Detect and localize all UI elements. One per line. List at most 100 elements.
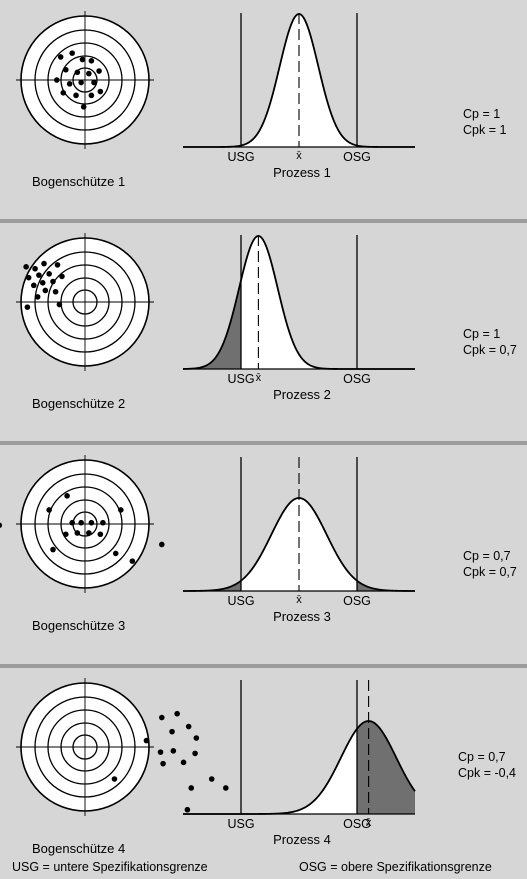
hit-dot (80, 104, 87, 110)
osg-legend: OSG = obere Spezifikationsgrenze (299, 860, 492, 874)
hit-dot (185, 723, 192, 730)
hit-dot (64, 493, 70, 499)
hit-dot (34, 294, 41, 300)
process-chart: USG OSG x̄ (182, 457, 416, 608)
hit-dot (180, 759, 187, 766)
target (0, 455, 165, 593)
hit-dot (54, 77, 60, 83)
hit-dot (97, 88, 104, 95)
hit-dot (74, 530, 81, 536)
osg-label: OSG (343, 372, 371, 386)
hit-dot (96, 68, 102, 74)
hit-dot (174, 710, 180, 717)
mean-label: x̄ (256, 372, 262, 384)
cpk-value: Cpk = 1 (463, 123, 506, 137)
hit-dot (0, 522, 3, 528)
usg-label: USG (227, 817, 254, 831)
target (16, 233, 154, 371)
hit-dot (184, 806, 191, 813)
process-chart: USG OSG x̄ (182, 235, 415, 386)
hit-dot (143, 737, 150, 744)
hit-dot (46, 271, 52, 277)
hit-dot (57, 54, 64, 60)
archer-label: Bogenschütze 4 (32, 841, 125, 856)
out-of-spec-area (183, 280, 241, 369)
hit-dot (74, 69, 81, 76)
process-label: Prozess 4 (273, 832, 331, 847)
hit-dot (32, 265, 38, 272)
hit-dot (56, 301, 63, 308)
panel-divider (0, 664, 527, 668)
hit-dot (63, 66, 69, 73)
panel-2: Bogenschütze 2 USG OSG x̄ Prozess 2 Cp = 1 Cpk… (16, 233, 517, 411)
cp-value: Cp = 0,7 (463, 549, 511, 563)
hit-dot (60, 90, 67, 96)
panel-divider (0, 219, 527, 223)
hit-dot (23, 264, 29, 270)
hit-dot (66, 81, 73, 87)
cpk-value: Cpk = -0,4 (458, 766, 516, 780)
hit-dot (52, 288, 59, 295)
hit-dot (63, 531, 69, 538)
hit-dot (157, 749, 164, 755)
hit-dot (79, 56, 86, 63)
hit-dot (223, 785, 229, 791)
hit-dot (31, 282, 37, 289)
target (16, 678, 229, 816)
archer-label: Bogenschütze 3 (32, 618, 125, 633)
hit-dot (192, 750, 198, 757)
mean-label: x̄ (296, 150, 302, 162)
mean-label: x̄ (296, 594, 302, 606)
hit-dot (25, 274, 32, 281)
target (16, 11, 154, 149)
hit-dot (69, 519, 75, 526)
hit-dot (73, 92, 79, 99)
hit-dot (159, 714, 165, 721)
usg-label: USG (227, 150, 254, 164)
hit-dot (193, 735, 200, 741)
hit-dot (69, 50, 75, 56)
distribution-curve (182, 235, 415, 370)
hit-dot (59, 273, 65, 280)
hit-dot (78, 79, 84, 86)
hit-dot (118, 507, 124, 513)
hit-dot (50, 546, 56, 553)
hit-dot (169, 728, 175, 735)
panel-3: Bogenschütze 3 USG OSG x̄ Prozess 3 Cp = 0,7 C… (0, 455, 517, 633)
hit-dot (36, 272, 42, 278)
out-of-spec-area (357, 720, 415, 814)
panel-divider (0, 441, 527, 445)
hit-dot (100, 519, 106, 526)
usg-legend: USG = untere Spezifikationsgrenze (12, 860, 208, 874)
osg-label: OSG (343, 817, 371, 831)
hit-dot (97, 531, 104, 538)
hit-dot (41, 260, 47, 267)
hit-dot (86, 70, 92, 77)
osg-label: OSG (343, 150, 371, 164)
hit-dot (91, 79, 97, 86)
process-label: Prozess 3 (273, 609, 331, 624)
osg-label: OSG (343, 594, 371, 608)
usg-label: USG (227, 372, 254, 386)
archer-label: Bogenschütze 1 (32, 174, 125, 189)
hit-dot (112, 550, 119, 557)
usg-label: USG (227, 594, 254, 608)
panel-1: Bogenschütze 1 USG OSG x̄ Prozess 1 Cp = 1 Cpk… (16, 11, 506, 189)
hit-dot (208, 776, 215, 782)
cpk-value: Cpk = 0,7 (463, 565, 517, 579)
hit-dot (88, 519, 95, 526)
hit-dot (111, 776, 118, 782)
mean-label: x̄ (366, 817, 372, 829)
process-label: Prozess 2 (273, 387, 331, 402)
archer-label: Bogenschütze 2 (32, 396, 125, 411)
hit-dot (88, 58, 95, 64)
hit-dot (188, 785, 195, 791)
hit-dot (159, 541, 165, 548)
hit-dot (78, 519, 84, 526)
cp-value: Cp = 0,7 (458, 750, 506, 764)
hit-dot (54, 262, 61, 268)
hit-dot (86, 530, 92, 536)
